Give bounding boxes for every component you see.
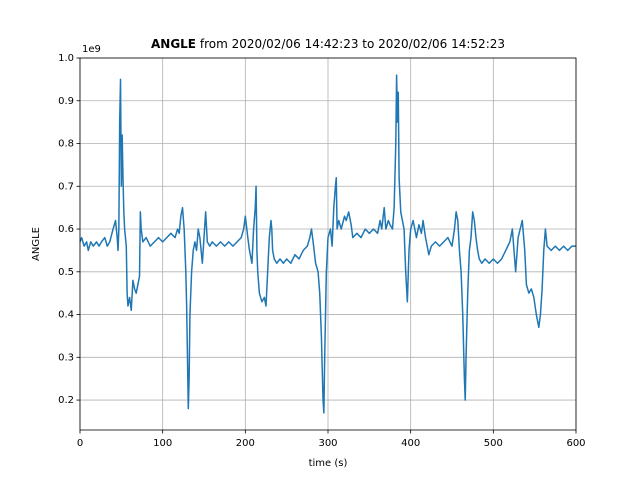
y-axis-label: ANGLE [31, 227, 42, 261]
y-offset-label: 1e9 [82, 44, 101, 55]
y-tick-label: 0.2 [58, 395, 74, 406]
x-tick-label: 500 [484, 438, 503, 449]
plot-frame [79, 57, 577, 431]
x-tick-label: 300 [318, 438, 337, 449]
x-tick-label: 0 [77, 438, 83, 449]
title-bold: ANGLE [151, 37, 196, 51]
x-tick-label: 100 [153, 438, 172, 449]
y-tick-label: 0.3 [58, 352, 74, 363]
y-tick-label: 0.5 [58, 267, 74, 278]
data-line [79, 74, 576, 414]
y-tick-label: 0.6 [58, 224, 74, 235]
y-tick-label: 1.0 [58, 53, 74, 64]
title-rest: from 2020/02/06 14:42:23 to 2020/02/06 1… [200, 37, 505, 51]
y-tick-label: 0.4 [58, 310, 74, 321]
x-axis-label: time (s) [309, 458, 348, 469]
x-tick-label: 400 [401, 438, 420, 449]
x-tick-label: 600 [566, 438, 585, 449]
y-tick-label: 0.8 [58, 139, 74, 150]
y-tick-label: 0.9 [58, 96, 74, 107]
y-tick-label: 0.7 [58, 181, 74, 192]
chart-title: ANGLE from 2020/02/06 14:42:23 to 2020/0… [151, 37, 505, 51]
x-tick-label: 200 [236, 438, 255, 449]
